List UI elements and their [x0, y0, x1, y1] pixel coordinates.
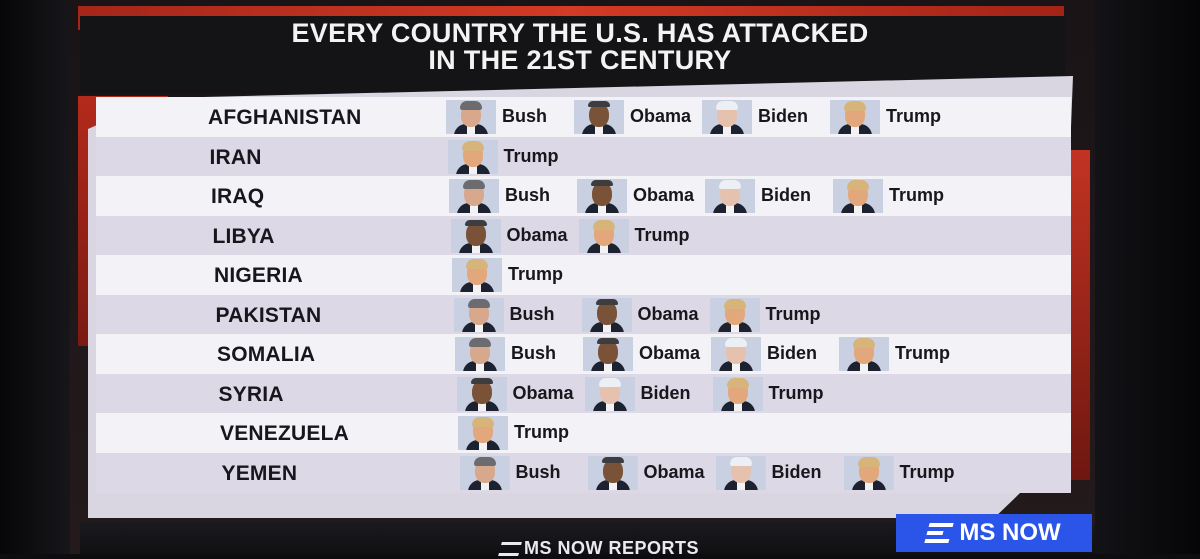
program-title: MS NOW REPORTS [498, 538, 700, 559]
biden-portrait-icon [584, 376, 635, 411]
president-name: Biden [761, 185, 812, 205]
country-name: AFGHANISTAN [208, 106, 362, 129]
tv-bezel-right [1090, 0, 1200, 554]
country-name: PAKISTAN [215, 303, 322, 327]
ms-now-logo-icon [924, 523, 955, 543]
president-name: Obama [512, 382, 574, 403]
president-name: Bush [505, 185, 550, 205]
president-name: Trump [508, 264, 564, 284]
trump-portrait-icon [712, 376, 763, 411]
president-name: Bush [509, 303, 555, 324]
table-row: PAKISTAN Bush Obama Trump [96, 294, 1071, 335]
president-name: Bush [511, 343, 556, 363]
obama-portrait-icon [581, 297, 632, 332]
president-name: Biden [758, 106, 809, 126]
country-name: IRAN [209, 145, 262, 169]
tv-bezel-left [0, 0, 70, 554]
president-name: Trump [886, 106, 942, 126]
network-name: MS NOW [959, 519, 1061, 546]
president-name: Bush [515, 461, 561, 482]
president-name: Trump [514, 422, 570, 442]
president-name: Obama [633, 185, 695, 205]
table-row: VENEZUELA Trump [96, 413, 1071, 453]
graphic-title: EVERY COUNTRY THE U.S. HAS ATTACKED IN T… [200, 20, 960, 74]
president-name: Biden [640, 382, 691, 403]
table-row: SYRIA Obama Biden Trump [96, 373, 1071, 414]
president-name: Trump [768, 382, 824, 403]
country-name: IRAQ [211, 185, 265, 208]
table-row: IRAQ Bush Obama Biden Trump [96, 176, 1071, 216]
trump-portrait-icon [709, 297, 760, 332]
country-name: SYRIA [218, 382, 284, 406]
table-row: SOMALIA Bush Obama Biden Trump [96, 334, 1071, 374]
president-name: Trump [765, 303, 821, 324]
network-brand-badge: MS NOW [896, 514, 1092, 552]
president-name: Obama [639, 343, 701, 363]
obama-portrait-icon [450, 218, 501, 253]
president-name: Trump [503, 145, 559, 166]
trump-portrait-icon [830, 100, 880, 134]
biden-portrait-icon [711, 337, 761, 371]
president-name: Obama [643, 461, 705, 482]
president-name: Bush [502, 106, 547, 126]
table-row: AFGHANISTAN Bush Obama Biden Trump [96, 97, 1071, 137]
bush-portrait-icon [455, 337, 505, 371]
trump-portrait-icon [843, 455, 894, 490]
country-name: YEMEN [221, 461, 298, 485]
biden-portrait-icon [705, 179, 755, 213]
obama-portrait-icon [577, 179, 627, 213]
trump-portrait-icon [447, 139, 498, 174]
obama-portrait-icon [574, 100, 624, 134]
country-name: VENEZUELA [220, 422, 349, 445]
president-name: Trump [889, 185, 945, 205]
trump-portrait-icon [458, 416, 508, 450]
obama-portrait-icon [587, 455, 638, 490]
president-name: Trump [899, 461, 955, 482]
bush-portrait-icon [446, 100, 496, 134]
president-name: Trump [634, 224, 690, 245]
obama-portrait-icon [456, 376, 507, 411]
bush-portrait-icon [453, 297, 504, 332]
trump-portrait-icon [578, 218, 629, 253]
country-name: SOMALIA [217, 343, 316, 366]
trump-portrait-icon [839, 337, 889, 371]
obama-portrait-icon [583, 337, 633, 371]
president-name: Trump [895, 343, 951, 363]
bush-portrait-icon [459, 455, 510, 490]
table-row: NIGERIA Trump [96, 255, 1071, 295]
table-row: YEMEN Bush Obama Biden Trump [96, 452, 1071, 493]
network-logo-icon [498, 542, 522, 557]
president-name: Obama [637, 303, 699, 324]
biden-portrait-icon [715, 455, 766, 490]
biden-portrait-icon [702, 100, 752, 134]
country-name: NIGERIA [214, 264, 303, 287]
table-row: IRAN Trump [96, 136, 1071, 177]
president-name: Biden [771, 461, 822, 482]
title-line-2: IN THE 21ST CENTURY [428, 45, 732, 75]
trump-portrait-icon [833, 179, 883, 213]
president-name: Obama [630, 106, 692, 126]
trump-portrait-icon [452, 258, 502, 292]
country-name: LIBYA [212, 224, 275, 248]
president-name: Biden [767, 343, 818, 363]
program-title-text: MS NOW REPORTS [524, 538, 700, 558]
table-row: LIBYA Obama Trump [96, 215, 1071, 256]
bush-portrait-icon [449, 179, 499, 213]
president-name: Obama [506, 224, 568, 245]
title-line-1: EVERY COUNTRY THE U.S. HAS ATTACKED [291, 18, 869, 48]
